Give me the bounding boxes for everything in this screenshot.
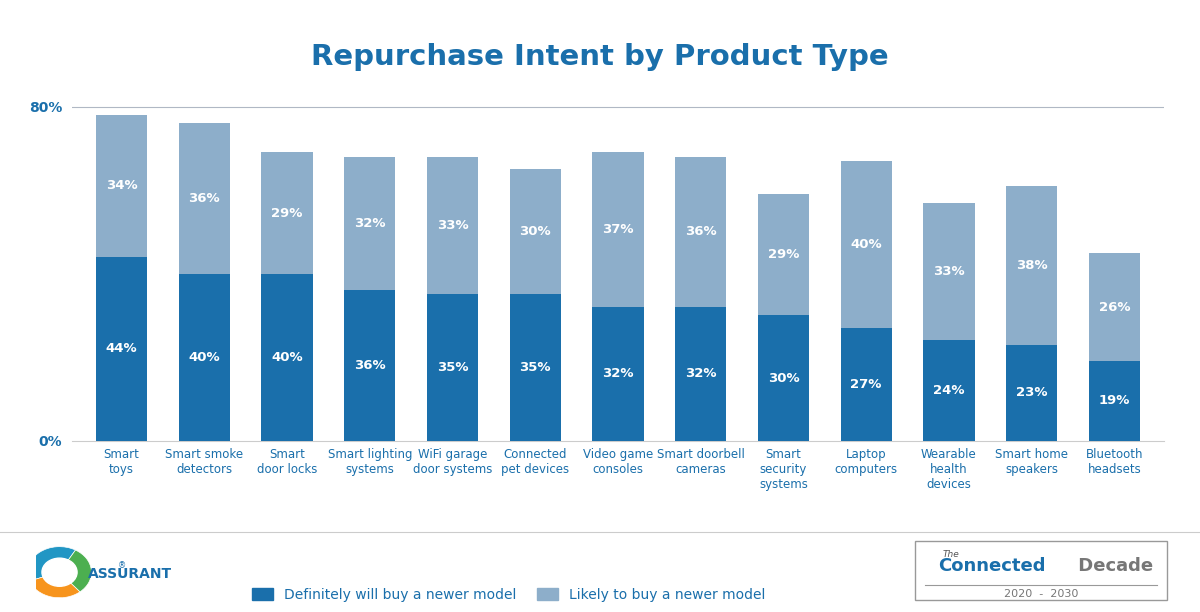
Bar xyxy=(1088,253,1140,361)
Wedge shape xyxy=(30,572,80,598)
Bar xyxy=(344,290,396,441)
Text: 32%: 32% xyxy=(685,367,716,380)
Text: 36%: 36% xyxy=(354,359,385,372)
Text: 30%: 30% xyxy=(520,225,551,238)
FancyBboxPatch shape xyxy=(914,541,1168,600)
Text: 33%: 33% xyxy=(437,219,468,232)
Text: 37%: 37% xyxy=(602,223,634,236)
Text: 32%: 32% xyxy=(602,367,634,380)
Text: 23%: 23% xyxy=(1016,386,1048,399)
Text: 34%: 34% xyxy=(106,179,138,192)
Text: Connected: Connected xyxy=(938,557,1045,575)
Bar xyxy=(427,157,478,294)
Text: 44%: 44% xyxy=(106,342,138,356)
Bar xyxy=(179,274,230,441)
Text: 40%: 40% xyxy=(271,351,302,364)
Bar xyxy=(1006,186,1057,345)
Bar xyxy=(510,294,560,441)
Bar xyxy=(923,340,974,441)
Bar xyxy=(593,307,643,441)
Circle shape xyxy=(42,558,77,586)
Bar xyxy=(676,307,726,441)
Text: ASSURANT: ASSURANT xyxy=(88,567,173,581)
Text: 38%: 38% xyxy=(1016,259,1048,272)
Text: 32%: 32% xyxy=(354,217,385,230)
Text: Decade: Decade xyxy=(1072,557,1153,575)
Bar xyxy=(758,315,809,441)
Text: 36%: 36% xyxy=(188,192,220,205)
Text: 19%: 19% xyxy=(1099,395,1130,408)
Text: 40%: 40% xyxy=(851,238,882,251)
Bar xyxy=(262,152,313,274)
Text: 2020  -  2030: 2020 - 2030 xyxy=(1004,589,1078,600)
Text: Repurchase Intent by Product Type: Repurchase Intent by Product Type xyxy=(311,43,889,71)
Bar xyxy=(262,274,313,441)
Bar xyxy=(758,194,809,315)
Bar xyxy=(1088,361,1140,441)
Text: 36%: 36% xyxy=(685,225,716,238)
Text: 24%: 24% xyxy=(934,384,965,397)
Text: 40%: 40% xyxy=(188,351,220,364)
Bar xyxy=(96,257,148,441)
Text: ®: ® xyxy=(119,561,126,570)
Text: The: The xyxy=(943,550,960,559)
Bar xyxy=(179,123,230,274)
Text: 27%: 27% xyxy=(851,378,882,391)
Bar xyxy=(1006,345,1057,441)
Bar xyxy=(510,169,560,294)
Text: 33%: 33% xyxy=(934,265,965,278)
Bar xyxy=(427,294,478,441)
Text: 26%: 26% xyxy=(1099,300,1130,313)
Text: 29%: 29% xyxy=(271,206,302,220)
Bar xyxy=(676,157,726,307)
Bar xyxy=(923,203,974,340)
Text: 30%: 30% xyxy=(768,371,799,384)
Legend: Definitely will buy a newer model, Likely to buy a newer model: Definitely will buy a newer model, Likel… xyxy=(246,583,772,608)
Bar xyxy=(593,152,643,307)
Wedge shape xyxy=(60,550,91,592)
Bar xyxy=(96,115,148,257)
Bar xyxy=(344,157,396,290)
Bar xyxy=(840,161,892,328)
Wedge shape xyxy=(28,547,76,581)
Text: 35%: 35% xyxy=(520,361,551,374)
Text: 35%: 35% xyxy=(437,361,468,374)
Text: 29%: 29% xyxy=(768,248,799,261)
Bar xyxy=(840,328,892,441)
